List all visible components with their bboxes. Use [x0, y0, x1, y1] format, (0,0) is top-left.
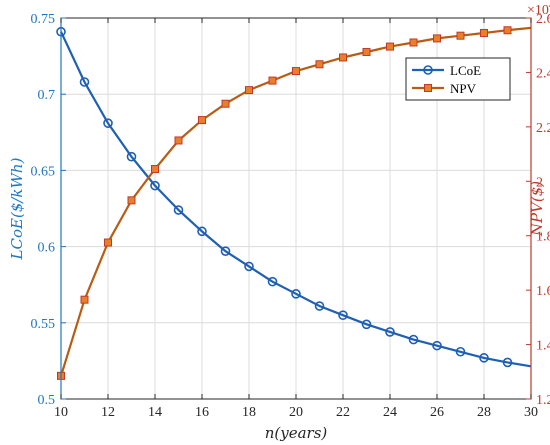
legend-box — [405, 57, 511, 101]
x-axis-title: n(years) — [265, 424, 328, 442]
right-tick-label: 2.6 — [536, 12, 550, 27]
legend-label-npv: NPV — [450, 81, 477, 96]
data-point-npv — [268, 76, 277, 85]
data-point-npv — [339, 53, 347, 62]
data-point-npv — [503, 26, 512, 35]
axes: 10 12 14 16 18 20 22 24 26 28 300.50.550.60.650.70… — [8, 0, 550, 442]
x-tick-label: 22 — [336, 405, 350, 420]
data-point-npv — [362, 48, 371, 57]
x-tick-label: 14 — [148, 405, 162, 420]
legend-label-lcoe: LCoE — [450, 63, 481, 78]
data-point-lcoe — [150, 180, 160, 191]
data-point-lcoe — [103, 118, 113, 128]
legend: LCoE NPV — [405, 57, 511, 101]
data-point-lcoe — [267, 276, 278, 287]
data-point-npv — [174, 136, 183, 145]
data-point-lcoe — [385, 327, 395, 337]
right-tick-label: 2 — [536, 175, 543, 190]
x-tick-label: 10 — [54, 405, 68, 420]
data-point-lcoe — [479, 353, 489, 363]
data-point-lcoe — [244, 261, 254, 272]
data-point-lcoe — [173, 205, 184, 215]
data-point-lcoe — [361, 319, 372, 330]
data-point-npv — [456, 31, 465, 40]
data-point-npv — [292, 67, 300, 76]
data-point-npv — [245, 86, 253, 95]
left-axis-title: LCoE($/kWh) — [8, 157, 26, 260]
data-point-npv — [433, 34, 441, 43]
right-axis-exponent: ×104 — [527, 0, 550, 18]
data-point-lcoe — [314, 301, 325, 311]
x-tick-label: 26 — [430, 405, 444, 420]
exponent-power: 4 — [549, 0, 550, 11]
data-point-npv — [104, 238, 112, 247]
data-point-lcoe — [291, 289, 301, 299]
data-point-lcoe — [197, 226, 207, 237]
left-tick-label: 0.6 — [38, 241, 56, 256]
left-tick-label: 0.7 — [38, 88, 56, 103]
x-tick-label: 20 — [289, 405, 303, 420]
left-tick-label: 0.55 — [31, 317, 56, 332]
right-tick-label: 1.8 — [536, 230, 550, 245]
data-point-npv — [221, 99, 230, 108]
data-point-npv — [409, 38, 418, 47]
right-axis-title: NPV($) — [528, 181, 546, 237]
data-point-npv — [198, 116, 206, 125]
data-point-lcoe — [220, 246, 231, 256]
legend-marker-lcoe — [423, 65, 433, 75]
data-point-lcoe — [126, 151, 137, 162]
data-point-npv — [80, 295, 89, 304]
right-tick-label: 1.4 — [536, 339, 550, 354]
right-tick-label: 2.2 — [536, 121, 550, 136]
x-tick-label: 30 — [524, 405, 538, 420]
data-point-lcoe — [502, 357, 513, 368]
right-tick-label: 1.6 — [536, 284, 550, 299]
left-tick-label: 0.65 — [31, 164, 56, 179]
series-line-lcoe — [60, 31, 532, 368]
data-point-lcoe — [408, 334, 419, 345]
x-tick-label: 16 — [195, 405, 209, 420]
data-point-npv — [315, 60, 324, 69]
right-tick-label: 2.4 — [536, 66, 550, 81]
series-group — [56, 26, 532, 380]
data-point-npv — [480, 28, 488, 37]
data-point-lcoe — [79, 77, 90, 87]
data-point-npv — [151, 165, 159, 174]
left-tick-label: 0.75 — [31, 12, 56, 27]
left-tick-label: 0.5 — [38, 393, 56, 408]
x-tick-label: 24 — [383, 405, 397, 420]
legend-marker-npv — [424, 84, 432, 92]
data-point-npv — [127, 196, 136, 205]
data-point-lcoe — [455, 346, 466, 357]
exponent-base: ×10 — [527, 3, 549, 18]
data-point-lcoe — [338, 310, 348, 320]
x-tick-label: 18 — [242, 405, 256, 420]
right-tick-label: 1.2 — [536, 393, 550, 408]
data-point-lcoe — [432, 340, 442, 351]
data-point-npv — [386, 42, 394, 51]
x-tick-label: 28 — [477, 405, 491, 420]
x-tick-label: 12 — [101, 405, 115, 420]
